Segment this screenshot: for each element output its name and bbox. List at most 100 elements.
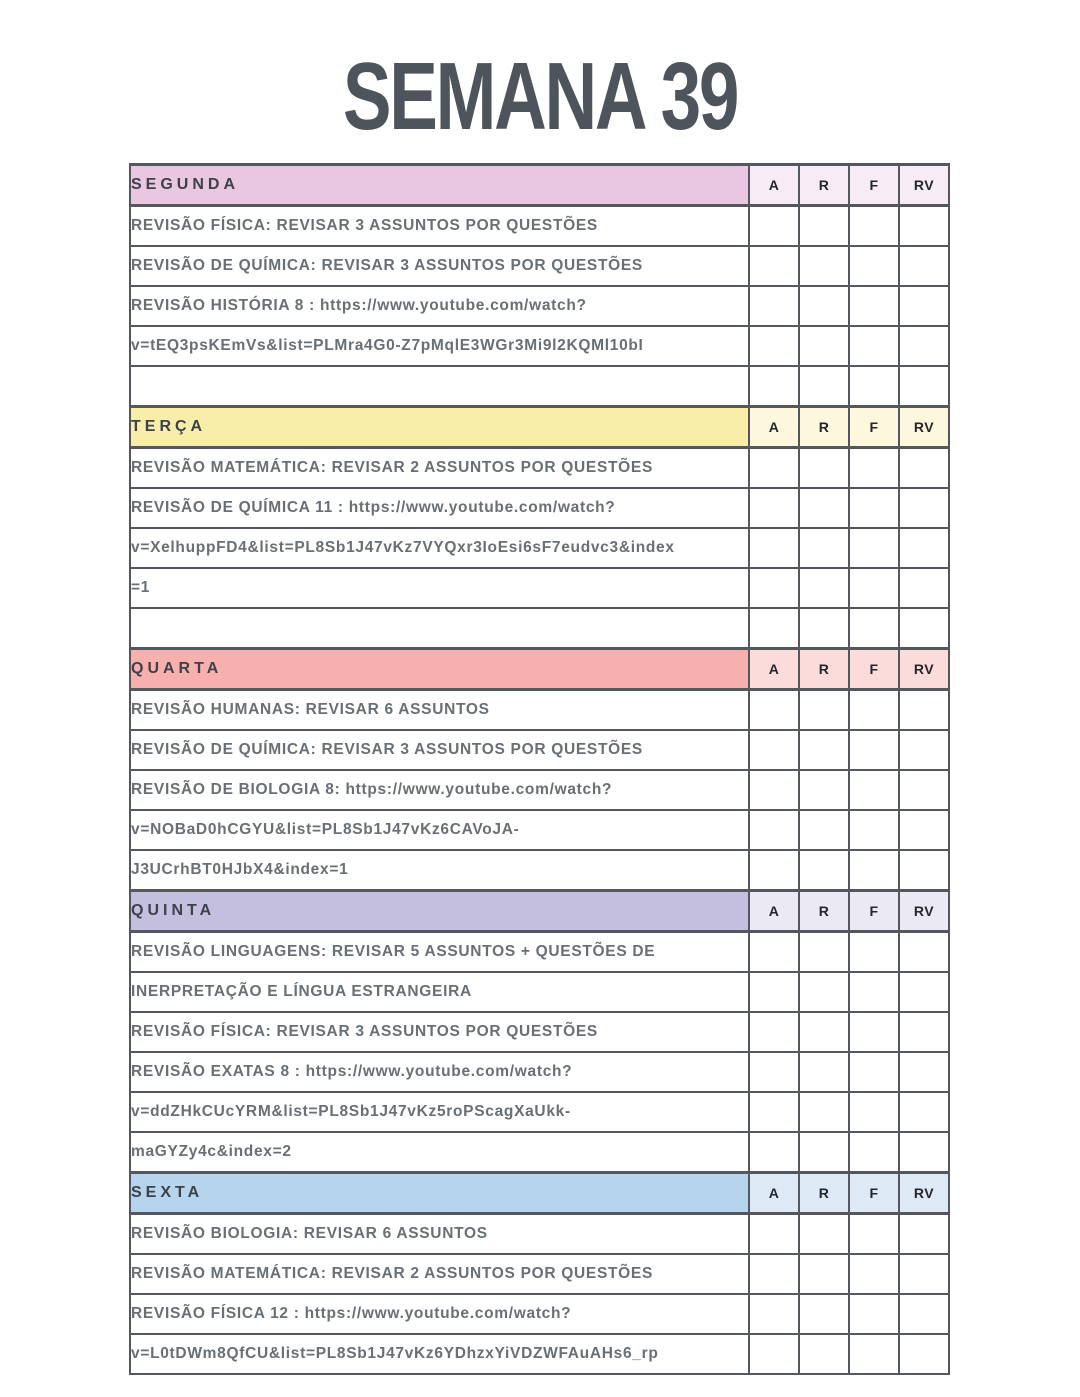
checkbox-cell-a[interactable] [748,527,800,569]
checkbox-cell-rv[interactable] [898,1131,950,1174]
checkbox-cell-a[interactable] [748,930,800,973]
checkbox-cell-f[interactable] [848,1253,900,1295]
checkbox-cell-r[interactable] [798,446,850,489]
checkbox-cell-a[interactable] [748,769,800,811]
checkbox-cell-a[interactable] [748,1293,800,1335]
checkbox-cell-r[interactable] [798,849,850,892]
checkbox-cell-a[interactable] [748,1051,800,1093]
checkbox-cell-a[interactable] [748,325,800,367]
checkbox-cell-f[interactable] [848,849,900,892]
checkbox-cell-a[interactable] [748,365,800,408]
checkbox-cell-r[interactable] [798,769,850,811]
checkbox-cell-f[interactable] [848,446,900,489]
checkbox-cell-f[interactable] [848,1131,900,1174]
checkbox-cell-r[interactable] [798,1051,850,1093]
checkbox-cell-f[interactable] [848,729,900,771]
checkbox-cell-a[interactable] [748,245,800,287]
checkbox-cell-r[interactable] [798,1293,850,1335]
checkbox-cell-r[interactable] [798,729,850,771]
checkbox-cell-f[interactable] [848,204,900,247]
checkbox-cell-r[interactable] [798,365,850,408]
checkbox-cell-a[interactable] [748,285,800,327]
checkbox-cell-a[interactable] [748,849,800,892]
checkbox-cell-f[interactable] [848,809,900,851]
checkbox-cell-rv[interactable] [898,1212,950,1255]
checkbox-cell-f[interactable] [848,365,900,408]
checkbox-cell-rv[interactable] [898,769,950,811]
checkbox-cell-f[interactable] [848,769,900,811]
checkbox-cell-f[interactable] [848,1091,900,1133]
checkbox-cell-f[interactable] [848,567,900,609]
checkbox-cell-f[interactable] [848,285,900,327]
checkbox-cell-rv[interactable] [898,567,950,609]
checkbox-cell-rv[interactable] [898,365,950,408]
checkbox-cell-rv[interactable] [898,1011,950,1053]
checkbox-cell-r[interactable] [798,567,850,609]
checkbox-cell-f[interactable] [848,245,900,287]
checkbox-cell-rv[interactable] [898,849,950,892]
checkbox-cell-f[interactable] [848,1293,900,1335]
checkbox-cell-f[interactable] [848,688,900,731]
checkbox-cell-rv[interactable] [898,1253,950,1295]
checkbox-cell-f[interactable] [848,487,900,529]
checkbox-cell-f[interactable] [848,1051,900,1093]
checkbox-cell-a[interactable] [748,1011,800,1053]
checkbox-cell-r[interactable] [798,1091,850,1133]
checkbox-cell-a[interactable] [748,1333,800,1375]
checkbox-cell-r[interactable] [798,930,850,973]
checkbox-cell-rv[interactable] [898,688,950,731]
checkbox-cell-f[interactable] [848,607,900,650]
checkbox-cell-rv[interactable] [898,325,950,367]
checkbox-cell-f[interactable] [848,930,900,973]
checkbox-cell-r[interactable] [798,688,850,731]
checkbox-cell-r[interactable] [798,204,850,247]
checkbox-cell-f[interactable] [848,971,900,1013]
checkbox-cell-r[interactable] [798,1253,850,1295]
checkbox-cell-rv[interactable] [898,930,950,973]
checkbox-cell-r[interactable] [798,245,850,287]
checkbox-cell-rv[interactable] [898,487,950,529]
checkbox-cell-r[interactable] [798,1212,850,1255]
checkbox-cell-f[interactable] [848,1333,900,1375]
checkbox-cell-r[interactable] [798,1131,850,1174]
checkbox-cell-a[interactable] [748,567,800,609]
checkbox-cell-r[interactable] [798,487,850,529]
checkbox-cell-rv[interactable] [898,971,950,1013]
checkbox-cell-f[interactable] [848,1212,900,1255]
checkbox-cell-a[interactable] [748,487,800,529]
checkbox-cell-r[interactable] [798,809,850,851]
checkbox-cell-r[interactable] [798,971,850,1013]
checkbox-cell-a[interactable] [748,809,800,851]
checkbox-cell-r[interactable] [798,325,850,367]
checkbox-cell-a[interactable] [748,1253,800,1295]
checkbox-cell-rv[interactable] [898,1293,950,1335]
checkbox-cell-a[interactable] [748,1131,800,1174]
checkbox-cell-a[interactable] [748,688,800,731]
checkbox-cell-a[interactable] [748,204,800,247]
checkbox-cell-a[interactable] [748,729,800,771]
checkbox-cell-rv[interactable] [898,1051,950,1093]
checkbox-cell-rv[interactable] [898,204,950,247]
checkbox-cell-a[interactable] [748,446,800,489]
checkbox-cell-f[interactable] [848,325,900,367]
checkbox-cell-f[interactable] [848,527,900,569]
checkbox-cell-r[interactable] [798,1011,850,1053]
checkbox-cell-a[interactable] [748,1212,800,1255]
checkbox-cell-rv[interactable] [898,285,950,327]
checkbox-cell-a[interactable] [748,607,800,650]
checkbox-cell-rv[interactable] [898,809,950,851]
checkbox-cell-a[interactable] [748,1091,800,1133]
checkbox-cell-rv[interactable] [898,729,950,771]
checkbox-cell-rv[interactable] [898,245,950,287]
checkbox-cell-r[interactable] [798,607,850,650]
checkbox-cell-rv[interactable] [898,527,950,569]
checkbox-cell-rv[interactable] [898,607,950,650]
checkbox-cell-rv[interactable] [898,446,950,489]
checkbox-cell-f[interactable] [848,1011,900,1053]
checkbox-cell-r[interactable] [798,1333,850,1375]
checkbox-cell-r[interactable] [798,285,850,327]
checkbox-cell-rv[interactable] [898,1333,950,1375]
checkbox-cell-rv[interactable] [898,1091,950,1133]
checkbox-cell-r[interactable] [798,527,850,569]
checkbox-cell-a[interactable] [748,971,800,1013]
